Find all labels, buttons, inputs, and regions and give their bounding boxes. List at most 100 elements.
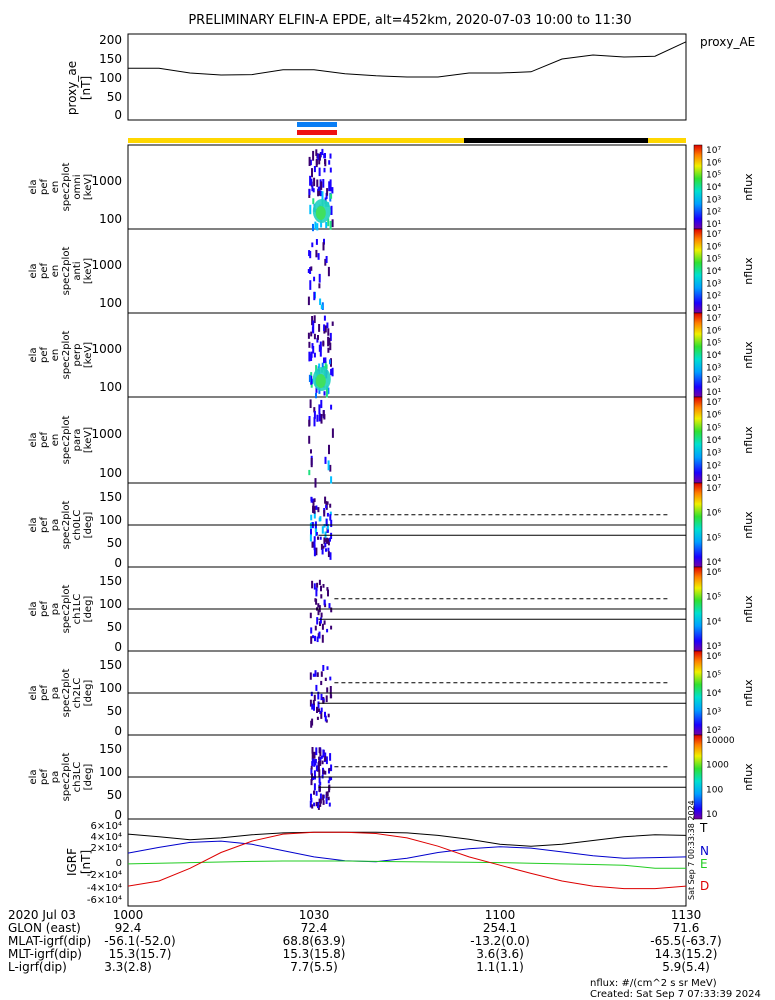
spec-pixel	[316, 179, 319, 187]
spec-pixel	[318, 579, 321, 585]
colorbar-label: nflux	[742, 595, 755, 623]
energy-ylabel-line: [keV]	[83, 174, 94, 200]
spec-pixel	[324, 496, 327, 504]
spec-pixel	[313, 770, 316, 776]
spec-pixel	[327, 387, 330, 394]
spec-pixel	[325, 548, 327, 552]
pa-ylabel-line: ela	[28, 769, 39, 784]
spec-pixel	[321, 362, 324, 370]
spec-pixel	[315, 589, 318, 597]
colorbar-tick: 10⁷	[706, 146, 721, 156]
spec-pixel	[310, 528, 312, 536]
spec-pixel	[309, 534, 312, 542]
footer-value: 71.6	[673, 921, 700, 935]
spectrogram-data	[307, 148, 334, 810]
spec-pixel	[308, 469, 311, 476]
spec-pixel	[310, 497, 313, 503]
pa-ylabel-line: pef	[39, 517, 50, 534]
colorbar-label: nflux	[742, 511, 755, 539]
spec-pixel	[309, 699, 312, 707]
spec-pixel	[313, 177, 316, 187]
colorbar-tick: 10⁶	[706, 568, 721, 578]
spec-pixel	[312, 223, 314, 232]
proxy-ae-ytick-100: 100	[99, 71, 122, 85]
spec-pixel	[329, 503, 332, 508]
pa-ytick-0: 0	[114, 640, 122, 654]
spec-pixel	[330, 776, 333, 781]
spec-pixel	[323, 238, 325, 245]
energy-ylabel-line: pef	[39, 179, 50, 196]
spec-pixel	[318, 324, 321, 332]
spec-pixel	[323, 357, 325, 364]
colorbar-tick: 10⁶	[706, 242, 721, 252]
pa-ylabel-line: pa	[50, 603, 61, 615]
energy-ytick-1000: 1000	[91, 342, 122, 356]
colorbar-tick: 10⁷	[706, 230, 721, 240]
spec-pixel	[312, 635, 314, 639]
spec-pixel	[317, 762, 320, 771]
spec-pixel	[318, 153, 321, 160]
spec-pixel	[317, 153, 320, 161]
spec-pixel	[327, 538, 330, 546]
spec-pixel	[315, 790, 318, 796]
spec-pixel	[318, 273, 321, 283]
igrf-legend-T: T	[699, 821, 708, 835]
spec-pixel	[329, 552, 332, 560]
spec-pixel	[311, 316, 314, 326]
spec-pixel	[310, 514, 313, 521]
spec-pixel	[318, 517, 321, 522]
spec-pixel	[315, 801, 318, 807]
spec-pixel	[317, 186, 320, 191]
spec-pixel	[320, 711, 323, 719]
proxy-ae-legend: proxy_AE	[700, 35, 755, 49]
energy-ylabel-line: en	[50, 181, 61, 194]
colorbar-tick: 10³	[706, 279, 721, 289]
colorbar-tick: 10⁵	[706, 171, 721, 181]
footer-value: 254.1	[483, 921, 517, 935]
spec-pixel	[323, 324, 326, 331]
pa-ylabel-line: ch1LC	[72, 594, 83, 625]
spec-pixel	[317, 189, 320, 197]
spec-pixel	[323, 537, 326, 545]
spec-pixel	[309, 522, 312, 529]
spec-pixel	[328, 337, 331, 346]
spec-pixel	[313, 694, 316, 702]
colorbar-tick: 10³	[706, 195, 721, 205]
pa-ytick-0: 0	[114, 808, 122, 822]
spec-pixel	[310, 765, 313, 770]
spec-pixel	[315, 387, 318, 393]
spec-pixel	[318, 756, 321, 761]
energy-ytick-1000: 1000	[91, 258, 122, 272]
spec-pixel	[308, 374, 311, 383]
spec-pixel	[324, 325, 327, 333]
ephemeris-footer: 2020 Jul 03 1000 1030 1100 1130 GLON (ea…	[8, 908, 761, 1000]
colorbar-tick: 10⁴	[706, 267, 721, 277]
spec-pixel	[315, 598, 318, 605]
spec-pixel	[310, 793, 312, 801]
footer-value: 7.7(5.5)	[290, 960, 338, 974]
spec-pixel	[309, 267, 312, 274]
proxy-ae-series-line	[128, 41, 687, 78]
spec-pixel	[325, 505, 328, 509]
pa-ylabel-line: ela	[28, 601, 39, 616]
colorbar-tick: 10	[706, 810, 718, 820]
energy-panel-para: ela pef en spec2plot para [keV] 1000 100	[28, 396, 687, 484]
spec-pixel	[322, 749, 325, 758]
pa-ylabel-line: ch3LC	[72, 762, 83, 793]
colorbar-tick: 10²	[706, 461, 721, 471]
spec-pixel	[317, 691, 320, 700]
spec-pixel	[331, 187, 334, 194]
spec-pixel	[314, 670, 317, 677]
colorbar-tick: 10³	[706, 449, 721, 459]
spec-pixel	[310, 351, 313, 358]
spec-pixel	[313, 166, 316, 173]
footer-row-label: GLON (east)	[8, 921, 81, 935]
colorbar-tick: 10⁵	[706, 423, 721, 433]
spec-pixel	[330, 607, 333, 613]
spec-pixel	[308, 351, 311, 362]
spec-pixel	[315, 547, 318, 556]
spec-pixel	[317, 507, 320, 513]
colorbar-tick: 10³	[706, 708, 721, 718]
pa-ytick-100: 100	[99, 597, 122, 611]
igrf-frame	[127, 818, 687, 907]
